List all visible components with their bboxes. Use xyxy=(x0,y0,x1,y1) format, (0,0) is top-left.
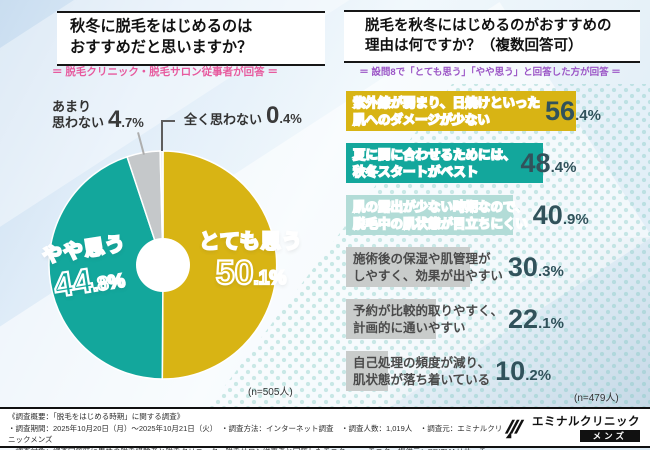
right-title-line-2: 理由は何ですか？（複数回答可） xyxy=(365,38,583,54)
bar-row-2: 夏に間に合わせるためには、 秋冬スタートがベスト 48.4% xyxy=(346,143,646,183)
bar-row-6: 自己処理の頻度が減り、 肌状態が落ち着いている 10.2% xyxy=(346,351,646,391)
footer-line-1: 《調査概要：「脱毛をはじめる時期」に関する調査》 xyxy=(8,412,185,421)
bar-row-3: 肌の露出が少ない時期なので、 脱毛中の肌状態が目立ちにくい 40.9% xyxy=(346,195,646,235)
bar-label-5: 予約が比較的取りやすく、 計画的に通いやすい xyxy=(353,303,504,335)
footer-line-3: ・調査対象：調査回答時に男性の脱毛経験者と脱毛クリニック・脱毛サロン従事者と回答… xyxy=(8,446,503,450)
footer-line-2: ・調査期間：2025年10月20日（月）〜2025年10月21日（火） ・調査方… xyxy=(8,423,503,445)
left-title-line-2: おすすめだと思いますか？ xyxy=(70,38,253,56)
bar-row-1: 紫外線が弱まり、日焼けといった 肌へのダメージが少ない 56.4% xyxy=(346,91,646,131)
left-question-title: 秋冬に脱毛をはじめるのは おすすめだと思いますか？ xyxy=(57,11,325,66)
right-subtitle: ＝ 設問8で「とても思う」「やや思う」と回答した方が回答 ＝ xyxy=(359,67,621,78)
bar-percent-6: 10.2% xyxy=(495,355,552,386)
callout-amari-line-1: あまり xyxy=(52,99,92,114)
clinic-logo-badge: メンズ xyxy=(579,430,640,443)
bar-label-1: 紫外線が弱まり、日焼けといった 肌へのダメージが少ない xyxy=(352,95,541,127)
bar-fill-2 xyxy=(346,143,544,183)
pie-label-totemo: とても思う 50.1% xyxy=(198,230,303,293)
bar-row-4: 施術後の保湿や肌管理が しやすく、効果が出やすい 30.3% xyxy=(346,247,646,287)
callout-zenku-percent: 0.4% xyxy=(266,102,302,129)
clinic-logo: エミナルクリニック メンズ xyxy=(503,412,650,446)
bar-fill-6 xyxy=(346,351,388,391)
bar-fill-4 xyxy=(346,247,470,287)
bar-row-5: 予約が比較的取りやすく、 計画的に通いやすい 22.1% xyxy=(346,299,646,339)
clinic-logo-mark-icon xyxy=(504,419,525,439)
left-title-line-1: 秋冬に脱毛をはじめるのは xyxy=(70,18,253,35)
pie-chart: あまり 思わない 4.7% 全く思わない 0.4% とても思う 50.1% やや… xyxy=(0,85,330,395)
bar-fill-3 xyxy=(346,195,513,235)
right-title-line-1: 脱毛を秋冬にはじめるのがおすすめの xyxy=(365,18,612,34)
right-sample-size: (n=479人) xyxy=(574,393,619,404)
bar-percent-4: 30.3% xyxy=(507,251,564,282)
left-subtitle: ＝ 脱毛クリニック・脱毛サロン従事者が回答 ＝ xyxy=(51,66,279,78)
bar-percent-3: 40.9% xyxy=(532,199,589,230)
bar-chart: 紫外線が弱まり、日焼けといった 肌へのダメージが少ない 56.4% 夏に間に合わせ… xyxy=(346,91,646,403)
left-sample-size: (n=505人) xyxy=(248,387,293,398)
bar-label-3: 肌の露出が少ない時期なので、 脱毛中の肌状態が目立ちにくい xyxy=(352,199,528,231)
leader-line-0_4 xyxy=(161,120,175,151)
bar-percent-1: 56.4% xyxy=(545,95,601,126)
bar-label-4: 施術後の保湿や肌管理が しやすく、効果が出やすい xyxy=(353,251,503,283)
bar-label-2: 夏に間に合わせるためには、 秋冬スタートがベスト xyxy=(352,147,516,179)
pie-callout-zenku: 全く思わない 0.4% xyxy=(184,104,302,128)
pie-callout-amari: あまり 思わない 4.7% xyxy=(52,99,144,132)
bar-fill-1 xyxy=(346,91,576,131)
clinic-logo-name: エミナルクリニック xyxy=(532,415,640,428)
callout-amari-line-2: 思わない xyxy=(52,115,105,131)
callout-zenku-label: 全く思わない xyxy=(184,111,263,127)
right-question-title: 脱毛を秋冬にはじめるのがおすすめの 理由は何ですか？（複数回答可） xyxy=(344,10,640,63)
bar-label-6: 自己処理の頻度が減り、 肌状態が落ち着いている xyxy=(353,355,491,387)
bar-percent-5: 22.1% xyxy=(508,303,564,334)
survey-overview-text: 《調査概要：「脱毛をはじめる時期」に関する調査》 ・調査期間：2025年10月2… xyxy=(0,409,503,450)
pie-chart-svg xyxy=(48,150,278,380)
bar-fill-5 xyxy=(346,299,437,339)
bar-percent-2: 48.4% xyxy=(520,147,577,178)
survey-footer: 《調査概要：「脱毛をはじめる時期」に関する調査》 ・調査期間：2025年10月2… xyxy=(0,407,650,450)
callout-amari-percent: 4.7% xyxy=(108,105,144,133)
